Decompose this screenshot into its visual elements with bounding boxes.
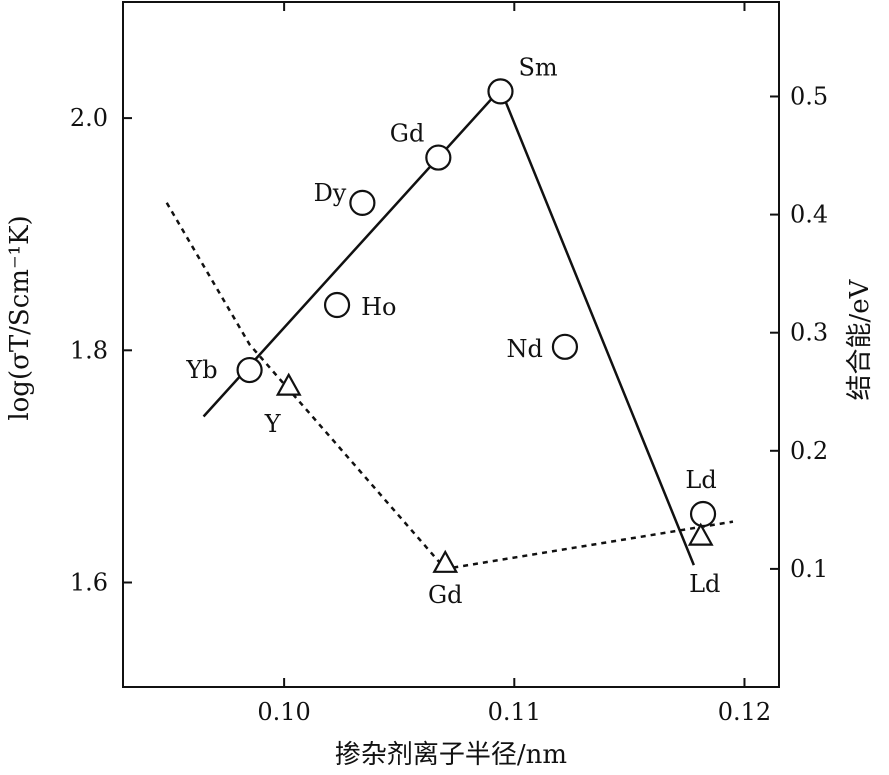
conductivity-point-label: Sm [518,53,557,81]
ticks: 0.10 0.11 0.12 1.6 1.8 2.0 0.1 0.2 0.3 0.4 0.5 [70,2,828,726]
binding-energy-series-line [165,202,734,571]
y-left-tick-label: 1.6 [70,569,108,597]
y-right-tick-label: 0.3 [790,319,828,347]
conductivity-point [236,356,263,384]
conductivity-point-label: Nd [507,335,543,363]
y-axis-right-title: 结合能/eV [845,278,875,400]
y-right-tick-label: 0.5 [790,82,828,110]
conductivity-point-label: Ld [685,466,716,494]
binding-energy-point-label: Ld [689,570,720,598]
y-left-tick-label: 2.0 [70,104,108,132]
data-markers [236,78,717,573]
binding-energy-point [275,372,302,396]
y-right-tick-label: 0.2 [790,437,828,465]
plot-frame [122,1,780,688]
conductivity-point-label: Yb [185,356,217,384]
x-tick-label: 0.11 [488,698,541,726]
binding-energy-point-label: Gd [428,581,463,609]
x-tick-label: 0.10 [257,698,310,726]
binding-energy-point-label: Y [264,410,282,438]
conductivity-point [689,500,717,528]
conductivity-point [323,291,351,319]
conductivity-point-label: Gd [390,120,425,148]
y-right-tick-label: 0.1 [790,555,828,583]
binding-energy-point [432,549,459,573]
conductivity-point [425,144,452,171]
conductivity-point-label: Ho [361,293,396,321]
axes [122,1,780,688]
y-right-tick-label: 0.4 [790,201,828,229]
conductivity-point [551,333,579,360]
conductivity-point-label: Dy [314,179,347,207]
point-labels: Yb Ho Dy Gd Sm Nd Ld Y Gd Ld [185,53,720,609]
x-axis-title: 掺杂剂离子半径/nm [335,740,567,770]
y-left-tick-label: 1.8 [70,336,108,364]
conductivity-point [487,78,514,105]
x-tick-label: 0.12 [718,698,771,726]
binding-energy-point [687,522,714,546]
conductivity-point [349,189,376,216]
y-axis-left-title: log(σT/Scm⁻¹K) [5,215,35,420]
